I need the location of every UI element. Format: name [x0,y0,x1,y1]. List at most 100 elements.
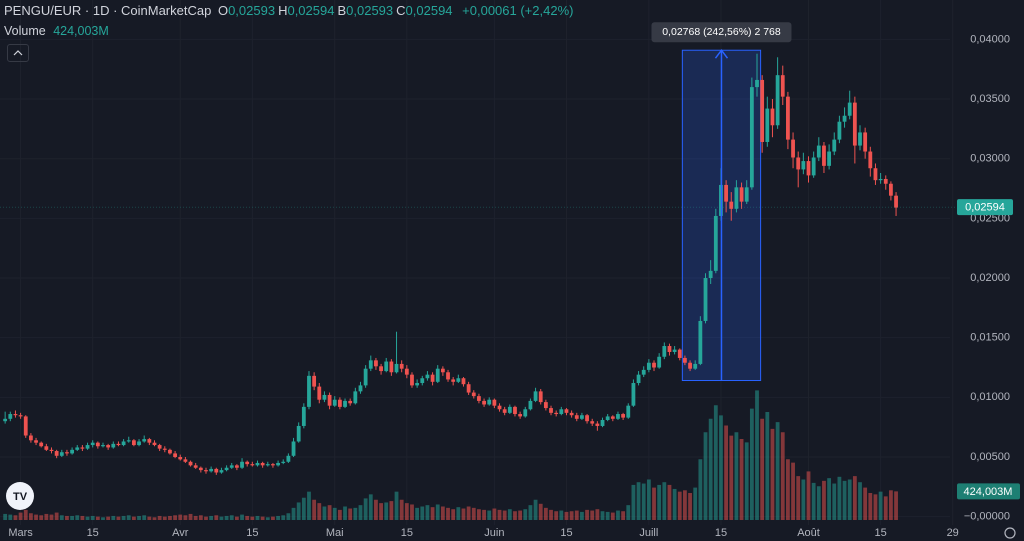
candle-body [502,409,507,413]
volume-bar [435,504,440,520]
volume-bar [749,408,754,520]
candle-body [343,400,347,407]
x-tick-label: Août [797,527,820,539]
y-tick-label: 0,02000 [970,272,1010,284]
volume-bar [374,499,378,520]
candle-body [477,396,481,401]
candle-body [296,425,301,442]
candle-body [183,459,188,462]
candle-body [404,368,409,375]
volume-bar [683,490,687,520]
volume-bar [610,512,615,520]
candle-body [528,400,533,410]
volume-bar [152,517,157,520]
measure-label-box [651,22,792,43]
tv-logo[interactable] [6,482,34,510]
volume-bar [296,502,301,520]
volume-bar [564,511,569,520]
volume-bar [693,487,698,520]
y-tick-label: 0,03000 [970,153,1010,165]
candle-body [70,449,74,454]
candle-body [688,362,692,369]
y-tick-label: 0,01500 [970,332,1010,344]
candle-body [847,102,852,116]
candle-body [384,361,389,372]
volume-bar [801,479,806,520]
candle-body [327,394,332,406]
volume-bar [265,517,270,520]
volume-bar [605,511,610,520]
candle-body [626,405,631,418]
volume-bar [549,509,553,520]
candle-body [780,75,785,97]
volume-bar [394,491,399,520]
volume-bar [528,505,533,520]
y-tick-label: 0,02500 [970,212,1010,224]
volume-bar [518,510,523,520]
x-tick-label: Juin [484,527,504,539]
volume-bar [245,515,250,520]
volume-bar [229,515,234,520]
volume-bar [65,515,69,520]
volume-bar [708,418,713,520]
x-tick-label: 15 [715,527,727,539]
candle-body [322,394,327,400]
volume-bar [95,516,100,520]
volume-bar [291,507,296,520]
candle-body [34,440,38,443]
volume-bar [492,508,497,520]
volume-bar [456,507,461,520]
volume-bar [250,516,255,520]
volume-bar [816,486,821,520]
collapse-button[interactable] [7,44,29,62]
candle-body [461,378,466,385]
candle-body [878,178,883,181]
volume-bar [868,493,873,520]
candle-body [621,414,626,418]
candle-body [121,441,126,446]
volume-bar [863,487,868,520]
candle-body [796,157,801,170]
volume-bar [157,515,162,520]
candle-body [49,449,54,452]
volume-bar [121,515,126,520]
symbol-title[interactable]: PENGU/EUR · 1D · CoinMarketCap [4,3,212,18]
volume-bar [23,509,28,520]
volume-bar [399,499,404,520]
candle-body [894,195,898,208]
candle-body [430,374,435,382]
candle-body [523,409,528,417]
x-tick-label: 15 [401,527,413,539]
candle-body [214,468,219,473]
candle-body [209,468,214,472]
candle-body [178,456,183,460]
settings-icon[interactable] [1004,527,1016,539]
y-tick-label: 0,01000 [970,391,1010,403]
volume-bar [497,509,502,520]
volume-bar [137,515,141,520]
volume-bar [49,514,54,520]
volume-bar [209,515,214,520]
candle-body [13,414,18,416]
candle-body [8,414,13,419]
candle-body [580,415,584,419]
candle-body [44,446,49,450]
candle-body [399,363,404,369]
candle-body [152,442,157,446]
candle-body [729,201,734,209]
volume-title: Volume [4,24,46,38]
candle-body [65,452,69,454]
volume-bar [131,516,136,520]
candle-body [394,363,399,373]
candle-body [590,421,595,424]
volume-bar [889,490,893,520]
candle-body [147,439,152,443]
candle-body [806,161,811,176]
volume-legend: Volume 424,003M [4,24,109,38]
volume-bar [234,516,239,520]
volume-bar [847,479,852,520]
volume-bar [770,428,775,520]
candle-body [863,132,868,152]
candle-body [260,462,265,466]
candle-body [23,416,28,436]
